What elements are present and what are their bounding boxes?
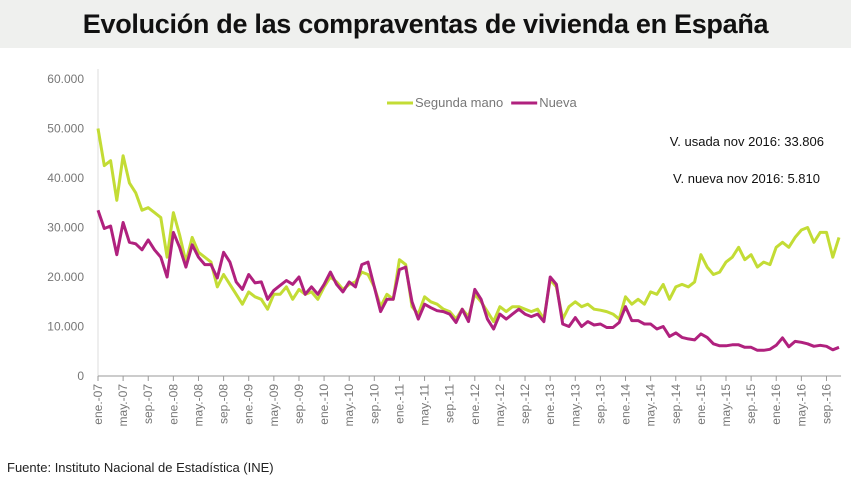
x-tick-label: sep.-15 [744,384,758,424]
x-tick-label: sep.-07 [141,384,155,424]
series-line-nueva [96,209,840,352]
x-tick-label: may.-07 [116,384,130,427]
x-tick-label: sep.-08 [217,384,231,424]
annotation-used: V. usada nov 2016: 33.806 [670,134,824,149]
y-tick-label: 20.000 [47,270,84,284]
y-tick-label: 30.000 [47,221,84,235]
x-tick-label: ene.-07 [91,384,105,425]
x-tick-label: may.-13 [568,384,582,427]
x-tick-label: ene.-09 [242,384,256,425]
legend-label: Nueva [539,95,577,110]
source-note: Fuente: Instituto Nacional de Estadístic… [7,460,274,475]
x-tick-label: may.-10 [342,384,356,427]
x-tick-label: sep.-16 [819,384,833,424]
line-chart: 0 10.000 20.000 30.000 40.000 50.000 60.000 en… [47,69,842,427]
x-tick-label: ene.-14 [619,384,633,425]
x-tick-label: sep.-09 [292,384,306,424]
x-tick-label: may.-14 [644,384,658,427]
x-tick-label: ene.-08 [166,384,180,425]
y-axis: 0 10.000 20.000 30.000 40.000 50.000 60.000 [47,69,99,383]
x-tick-label: may.-12 [493,384,507,427]
x-tick-label: may.-09 [267,384,281,427]
x-tick-label: sep.-12 [518,384,532,424]
x-tick-label: ene.-15 [694,384,708,425]
x-tick-label: may.-15 [719,384,733,427]
x-tick-label: ene.-16 [769,384,783,425]
x-tick-label: ene.-12 [468,384,482,425]
x-tick-label: may.-08 [191,384,205,427]
series-lines [96,128,841,352]
x-tick-label: ene.-10 [317,384,331,425]
x-tick-label: ene.-13 [543,384,557,425]
y-tick-label: 0 [77,369,84,383]
chart-title: Evolución de las compraventas de viviend… [82,8,769,39]
y-tick-label: 40.000 [47,171,84,185]
x-axis: ene.-07 may.-07 sep.-07 ene.-08 may.-08 sep.-… [91,375,842,427]
y-tick-label: 60.000 [47,72,84,86]
y-tick-label: 50.000 [47,122,84,136]
y-tick-label: 10.000 [47,320,84,334]
x-tick-label: ene.-11 [392,384,406,424]
x-tick-label: may.-11 [418,384,432,426]
x-tick-label: may.-16 [794,384,808,427]
series-line-segunda-mano [96,128,841,324]
x-tick-label: sep.-14 [669,384,683,424]
legend: Segunda mano Nueva [387,95,578,110]
title-bar: Evolución de las compraventas de viviend… [0,0,851,48]
x-tick-label: sep.-11 [443,384,457,423]
x-tick-label: sep.-13 [593,384,607,424]
legend-label: Segunda mano [415,95,503,110]
annotation-new: V. nueva nov 2016: 5.810 [673,171,820,186]
x-tick-label: sep.-10 [367,384,381,424]
